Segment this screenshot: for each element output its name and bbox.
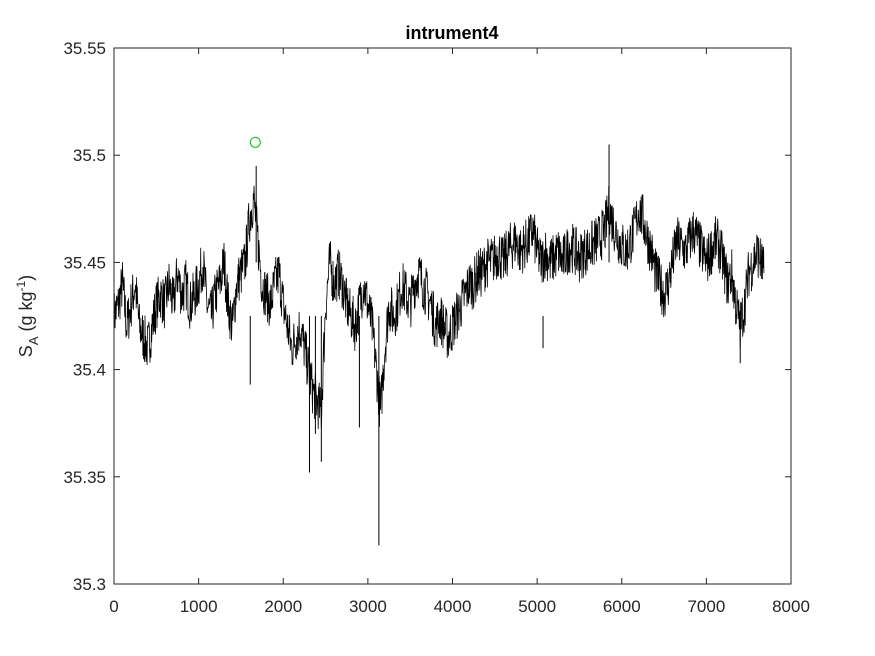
y-tick-label: 35.55	[63, 39, 106, 58]
x-tick-label: 6000	[603, 597, 641, 616]
y-tick-label: 35.3	[73, 575, 106, 594]
x-tick-label: 1000	[180, 597, 218, 616]
chart-title: intrument4	[405, 23, 498, 43]
y-axis-label: SA (g kg-1)	[14, 275, 41, 357]
x-tick-label: 7000	[687, 597, 725, 616]
y-tick-label: 35.4	[73, 361, 106, 380]
y-axis-label-unit: (g kg	[16, 291, 36, 336]
x-tick-label: 8000	[772, 597, 810, 616]
x-tick-label: 5000	[518, 597, 556, 616]
series-line-0	[113, 185, 765, 430]
y-tick-label: 35.5	[73, 146, 106, 165]
x-tick-label: 0	[109, 597, 118, 616]
y-axis-label-subscript: A	[26, 336, 41, 345]
max-value-marker	[249, 136, 261, 148]
y-axis-label-close: )	[16, 275, 36, 281]
x-axis: 0 1000 2000 3000 4000 5000 6000 7000 8000	[109, 48, 810, 616]
y-tick-label: 35.35	[63, 468, 106, 487]
x-tick-label: 4000	[434, 597, 472, 616]
x-tick-label: 3000	[349, 597, 387, 616]
y-axis-label-main: S	[16, 345, 36, 357]
series-layer	[113, 144, 765, 546]
y-tick-label: 35.45	[63, 253, 106, 272]
marker-layer	[249, 136, 261, 148]
y-axis-label-superscript: -1	[14, 280, 28, 291]
x-tick-label: 2000	[264, 597, 302, 616]
y-axis: 35.3 35.35 35.4 35.45 35.5 35.55	[63, 39, 791, 594]
